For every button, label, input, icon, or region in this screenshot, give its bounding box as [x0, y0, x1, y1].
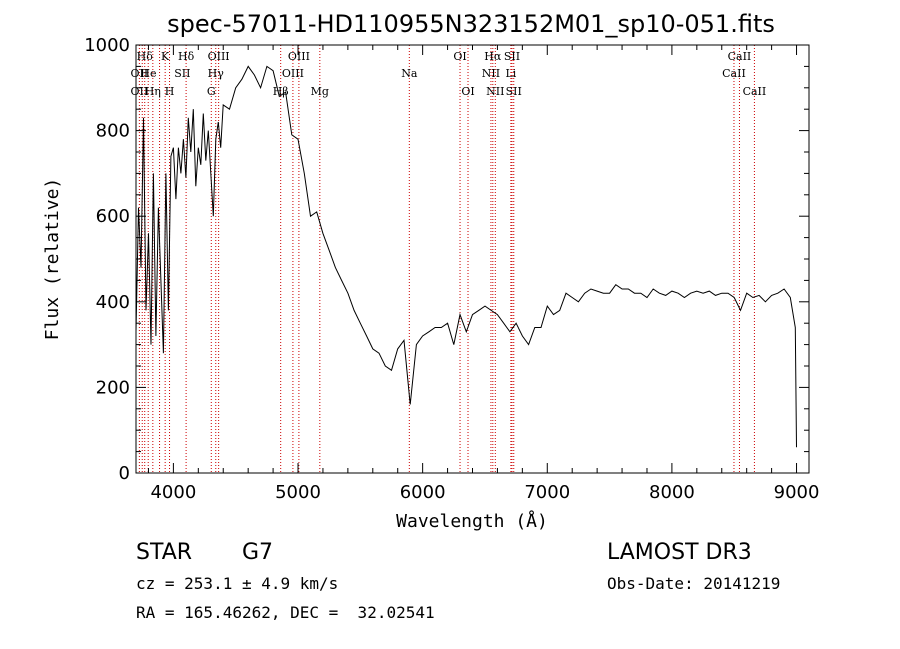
line-id-label: NII [482, 67, 500, 80]
object-type: STAR [136, 540, 193, 565]
line-id-label: SII [504, 50, 520, 63]
line-id-label: OII [131, 67, 149, 80]
plot-frame [135, 44, 810, 474]
x-axis-ticks: 4000 5000 6000 7000 8000 9000 [147, 45, 820, 503]
x-axis-label: Wavelength (Å) [396, 510, 548, 532]
line-id-label: CaII [722, 67, 746, 80]
x-tick-label: 5000 [275, 482, 321, 503]
coordinates-text: RA = 165.46262, DEC = 32.02541 [136, 603, 435, 622]
chart-title: spec-57011-HD110955N323152M01_sp10-051.f… [167, 10, 775, 38]
y-tick-label: 200 [96, 377, 130, 398]
x-tick-label: 7000 [524, 482, 570, 503]
line-id-label: Li [505, 67, 516, 80]
y-tick-label: 1000 [84, 35, 130, 56]
y-axis-ticks: 0 200 400 600 800 1000 [84, 35, 809, 484]
obs-date: Obs-Date: 20141219 [607, 574, 781, 593]
line-id-label: Hη [145, 85, 161, 98]
x-tick-label: 8000 [649, 482, 695, 503]
redshift-text: cz = 253.1 ± 4.9 km/s [136, 574, 339, 593]
line-id-label: H [165, 85, 175, 98]
line-id-label: CaII [728, 50, 752, 63]
line-id-label: Hδ [137, 50, 154, 63]
line-id-label: CaII [743, 85, 767, 98]
line-id-label: Mg [311, 85, 329, 98]
y-tick-label: 400 [96, 292, 130, 313]
line-id-label: OI [453, 50, 466, 63]
line-id-label: SII [506, 85, 522, 98]
line-id-label: OIII [282, 67, 304, 80]
line-id-label: He [140, 67, 156, 80]
spectrum-line [135, 65, 797, 448]
y-axis-label: Flux (relative) [42, 178, 63, 341]
line-id-label: G [207, 85, 216, 98]
line-id-label: Hδ [178, 50, 195, 63]
line-id-label: OII [131, 85, 149, 98]
line-id-label: OIII [208, 50, 230, 63]
line-id-label: OIII [288, 50, 310, 63]
line-id-label: NII [486, 85, 504, 98]
y-tick-label: 0 [119, 463, 130, 484]
line-id-label: SII [174, 67, 190, 80]
x-tick-label: 4000 [150, 482, 196, 503]
x-tick-label: 9000 [774, 482, 820, 503]
line-id-label: Hγ [208, 67, 225, 80]
line-id-label: Hα [484, 50, 502, 63]
line-id-markers [138, 45, 755, 473]
y-tick-label: 800 [96, 121, 130, 142]
survey-name: LAMOST DR3 [607, 540, 752, 565]
line-id-label: K [161, 50, 170, 63]
line-id-label: Hβ [273, 85, 289, 98]
line-id-label: Na [401, 67, 418, 80]
x-tick-label: 6000 [400, 482, 446, 503]
subclass: G7 [242, 540, 274, 565]
y-tick-label: 600 [96, 206, 130, 227]
line-id-label: OI [461, 85, 474, 98]
